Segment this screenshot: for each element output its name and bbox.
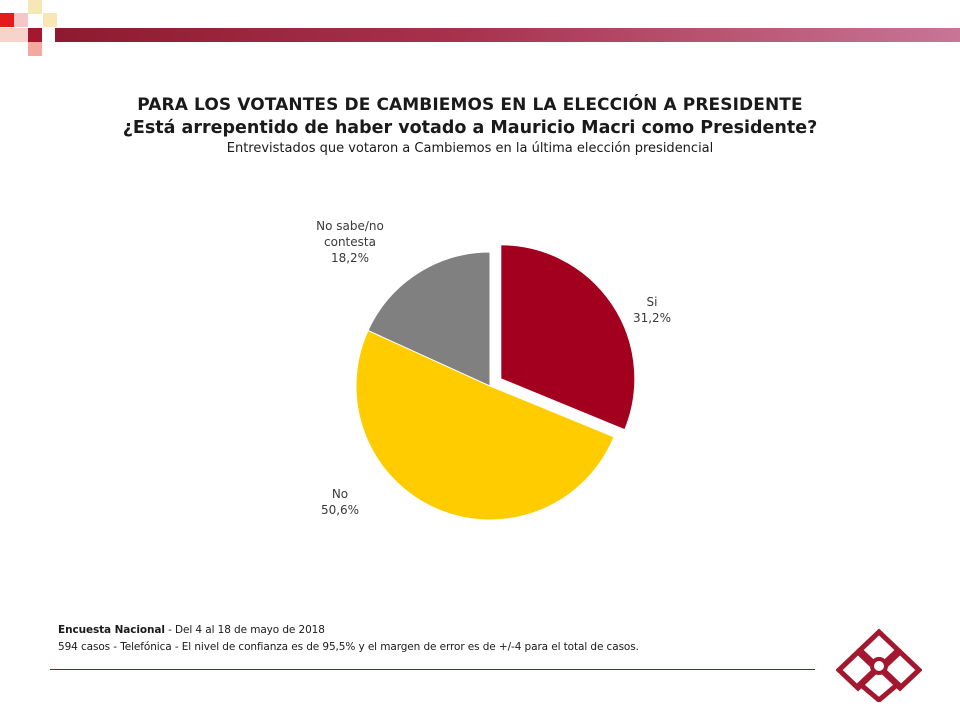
survey-cases: 594 casos - Telefónica [58,641,172,653]
footer-divider [50,669,815,670]
chart-subtitle: ¿Está arrepentido de haber votado a Maur… [122,118,818,138]
pie-slice-no [355,329,615,521]
pie-slice-no-sabe-no-contesta [367,251,491,387]
header-bar [55,28,960,42]
company-logo [836,628,922,702]
footer-line-1: Encuesta Nacional - Del 4 al 18 de mayo … [58,622,639,639]
survey-dates: - Del 4 al 18 de mayo de 2018 [164,624,325,636]
footer-line-2: 594 casos - Telefónica - El nivel de con… [58,639,639,656]
slice-label-no: No 50,6% [321,487,359,517]
chart-description: Entrevistados que votaron a Cambiemos en… [226,141,714,156]
pie-slice-si [500,244,636,431]
title-block: PARA LOS VOTANTES DE CAMBIEMOS EN LA ELE… [0,94,940,158]
survey-name: Encuesta Nacional [58,624,165,636]
chart-title: PARA LOS VOTANTES DE CAMBIEMOS EN LA ELE… [137,95,803,115]
decorative-squares [0,0,57,56]
slice-label-no-sabe-no-contesta: No sabe/no contesta 18,2% [316,219,384,265]
footer-notes: Encuesta Nacional - Del 4 al 18 de mayo … [58,622,639,656]
confidence-note: - El nivel de confianza es de 95,5% y el… [171,641,639,653]
slice-label-si: Si 31,2% [633,295,671,325]
